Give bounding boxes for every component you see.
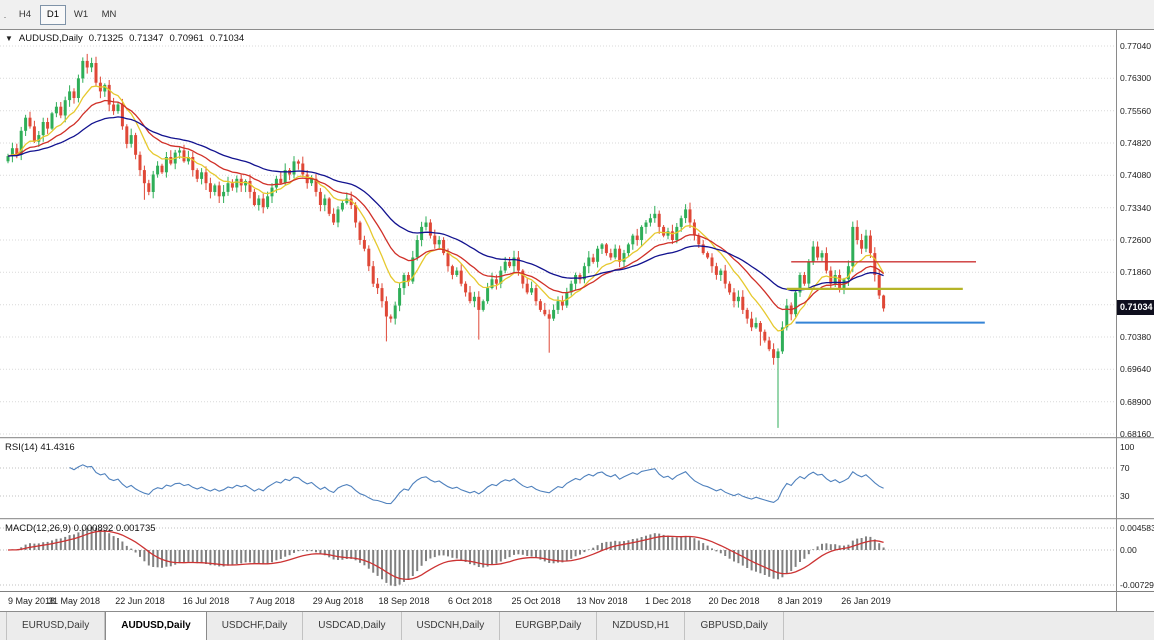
chart-tab-audusd-daily[interactable]: AUDUSD,Daily <box>105 612 207 640</box>
ohlc-high: 0.71347 <box>129 33 164 44</box>
ohlc-open: 0.71325 <box>88 33 124 44</box>
price-scale-label: 0.77040 <box>1120 41 1152 51</box>
time-axis-label: 29 Aug 2018 <box>312 596 364 606</box>
time-axis-label: 31 May 2018 <box>47 596 101 606</box>
chart-area: ▼ AUDUSD,Daily 0.71325 0.71347 0.70961 0.7103… <box>0 30 1154 611</box>
time-axis-label: 25 Oct 2018 <box>511 596 561 606</box>
timeframe-toolbar: . H4 D1 W1 MN <box>0 0 1154 30</box>
time-axis-label: 8 Jan 2019 <box>777 596 823 606</box>
clipped-toolbar-button[interactable]: . <box>3 9 7 20</box>
time-axis-label: 26 Jan 2019 <box>841 596 891 606</box>
time-axis-label: 13 Nov 2018 <box>576 596 628 606</box>
price-scale-label: 0.73340 <box>1120 203 1152 213</box>
rsi-canvas[interactable] <box>0 439 1116 518</box>
rsi-scale-label: 30 <box>1120 491 1130 501</box>
chart-tab-usdcad-daily[interactable]: USDCAD,Daily <box>303 612 402 640</box>
rsi-label: RSI(14) 41.4316 <box>5 442 75 453</box>
timeframe-button-group: H4 D1 W1 MN <box>10 4 122 25</box>
price-scale-label: 0.71860 <box>1120 267 1152 277</box>
timeframe-button-d1[interactable]: D1 <box>40 4 66 25</box>
price-scale-label: 0.74820 <box>1120 138 1152 148</box>
macd-scale: 0.004583 0.00 -0.00729 <box>1117 520 1154 591</box>
chart-tab-nzdusd-h1[interactable]: NZDUSD,H1 <box>597 612 686 640</box>
price-chart-panel[interactable]: ▼ AUDUSD,Daily 0.71325 0.71347 0.70961 0.7103… <box>0 30 1116 437</box>
chart-tab-eurusd-daily[interactable]: EURUSD,Daily <box>6 612 106 640</box>
time-axis-label: 9 May 2018 <box>8 596 56 606</box>
price-scale-column[interactable]: 0.71034 0.77040 0.76300 0.75560 0.74820 0.74… <box>1116 30 1154 611</box>
ohlc-close: 0.71034 <box>209 33 245 44</box>
ohlc-low: 0.70961 <box>169 33 204 44</box>
macd-label: MACD(12,26,9) 0.000892 0.001735 <box>5 523 156 534</box>
panel-separator[interactable] <box>0 518 1116 520</box>
chart-symbol-label: AUDUSD,Daily <box>18 33 83 44</box>
panel-separator <box>1117 437 1154 439</box>
price-scale-label: 0.72600 <box>1120 235 1152 245</box>
time-axis-label: 16 Jul 2018 <box>182 596 230 606</box>
price-scale-label: 0.76300 <box>1120 73 1152 83</box>
time-axis-label: 22 Jun 2018 <box>115 596 165 606</box>
price-scale-label: 0.70380 <box>1120 332 1152 342</box>
time-axis-label: 6 Oct 2018 <box>447 596 493 606</box>
chart-tabs-bar: EURUSD,Daily AUDUSD,Daily USDCHF,Daily USDC… <box>0 611 1154 640</box>
panel-separator <box>1117 518 1154 520</box>
macd-scale-label: 0.004583 <box>1120 523 1154 533</box>
timeframe-button-mn[interactable]: MN <box>101 8 117 20</box>
price-scale-label: 0.74080 <box>1120 170 1152 180</box>
chart-tab-eurgbp-daily[interactable]: EURGBP,Daily <box>500 612 598 640</box>
scale-corner <box>1117 591 1154 611</box>
price-scale-label: 0.69640 <box>1120 364 1152 374</box>
time-axis-label: 1 Dec 2018 <box>644 596 692 606</box>
rsi-indicator-panel[interactable]: RSI(14) 41.4316 <box>0 439 1116 518</box>
price-chart-canvas[interactable] <box>0 30 1116 437</box>
symbol-marker-icon: ▼ <box>5 34 13 43</box>
rsi-scale-label: 70 <box>1120 463 1130 473</box>
price-scale[interactable]: 0.71034 0.77040 0.76300 0.75560 0.74820 0.74… <box>1117 30 1154 439</box>
chart-title: ▼ AUDUSD,Daily 0.71325 0.71347 0.70961 0.7103… <box>5 33 250 44</box>
price-scale-label: 0.68900 <box>1120 397 1152 407</box>
chart-tab-usdcnh-daily[interactable]: USDCNH,Daily <box>402 612 501 640</box>
current-price-badge: 0.71034 <box>1117 300 1154 315</box>
chart-tab-gbpusd-daily[interactable]: GBPUSD,Daily <box>685 612 784 640</box>
chart-tab-usdchf-daily[interactable]: USDCHF,Daily <box>207 612 304 640</box>
panel-separator[interactable] <box>0 437 1116 439</box>
chart-plots-column: ▼ AUDUSD,Daily 0.71325 0.71347 0.70961 0.7103… <box>0 30 1116 611</box>
price-scale-label: 0.68160 <box>1120 429 1152 439</box>
time-axis-label: 18 Sep 2018 <box>378 596 430 606</box>
rsi-scale: 100 70 30 <box>1117 439 1154 518</box>
macd-scale-label: 0.00 <box>1120 545 1137 555</box>
time-axis-label: 20 Dec 2018 <box>708 596 760 606</box>
time-axis-label: 7 Aug 2018 <box>249 596 295 606</box>
time-axis[interactable]: 9 May 2018 31 May 2018 22 Jun 2018 16 Jul 2… <box>0 591 1116 611</box>
timeframe-button-w1[interactable]: W1 <box>73 8 89 20</box>
rsi-scale-label: 100 <box>1120 442 1135 452</box>
macd-canvas[interactable] <box>0 520 1116 591</box>
macd-indicator-panel[interactable]: MACD(12,26,9) 0.000892 0.001735 <box>0 520 1116 591</box>
macd-scale-label: -0.00729 <box>1120 580 1154 590</box>
timeframe-button-h4[interactable]: H4 <box>18 8 32 20</box>
price-scale-label: 0.75560 <box>1120 106 1152 116</box>
